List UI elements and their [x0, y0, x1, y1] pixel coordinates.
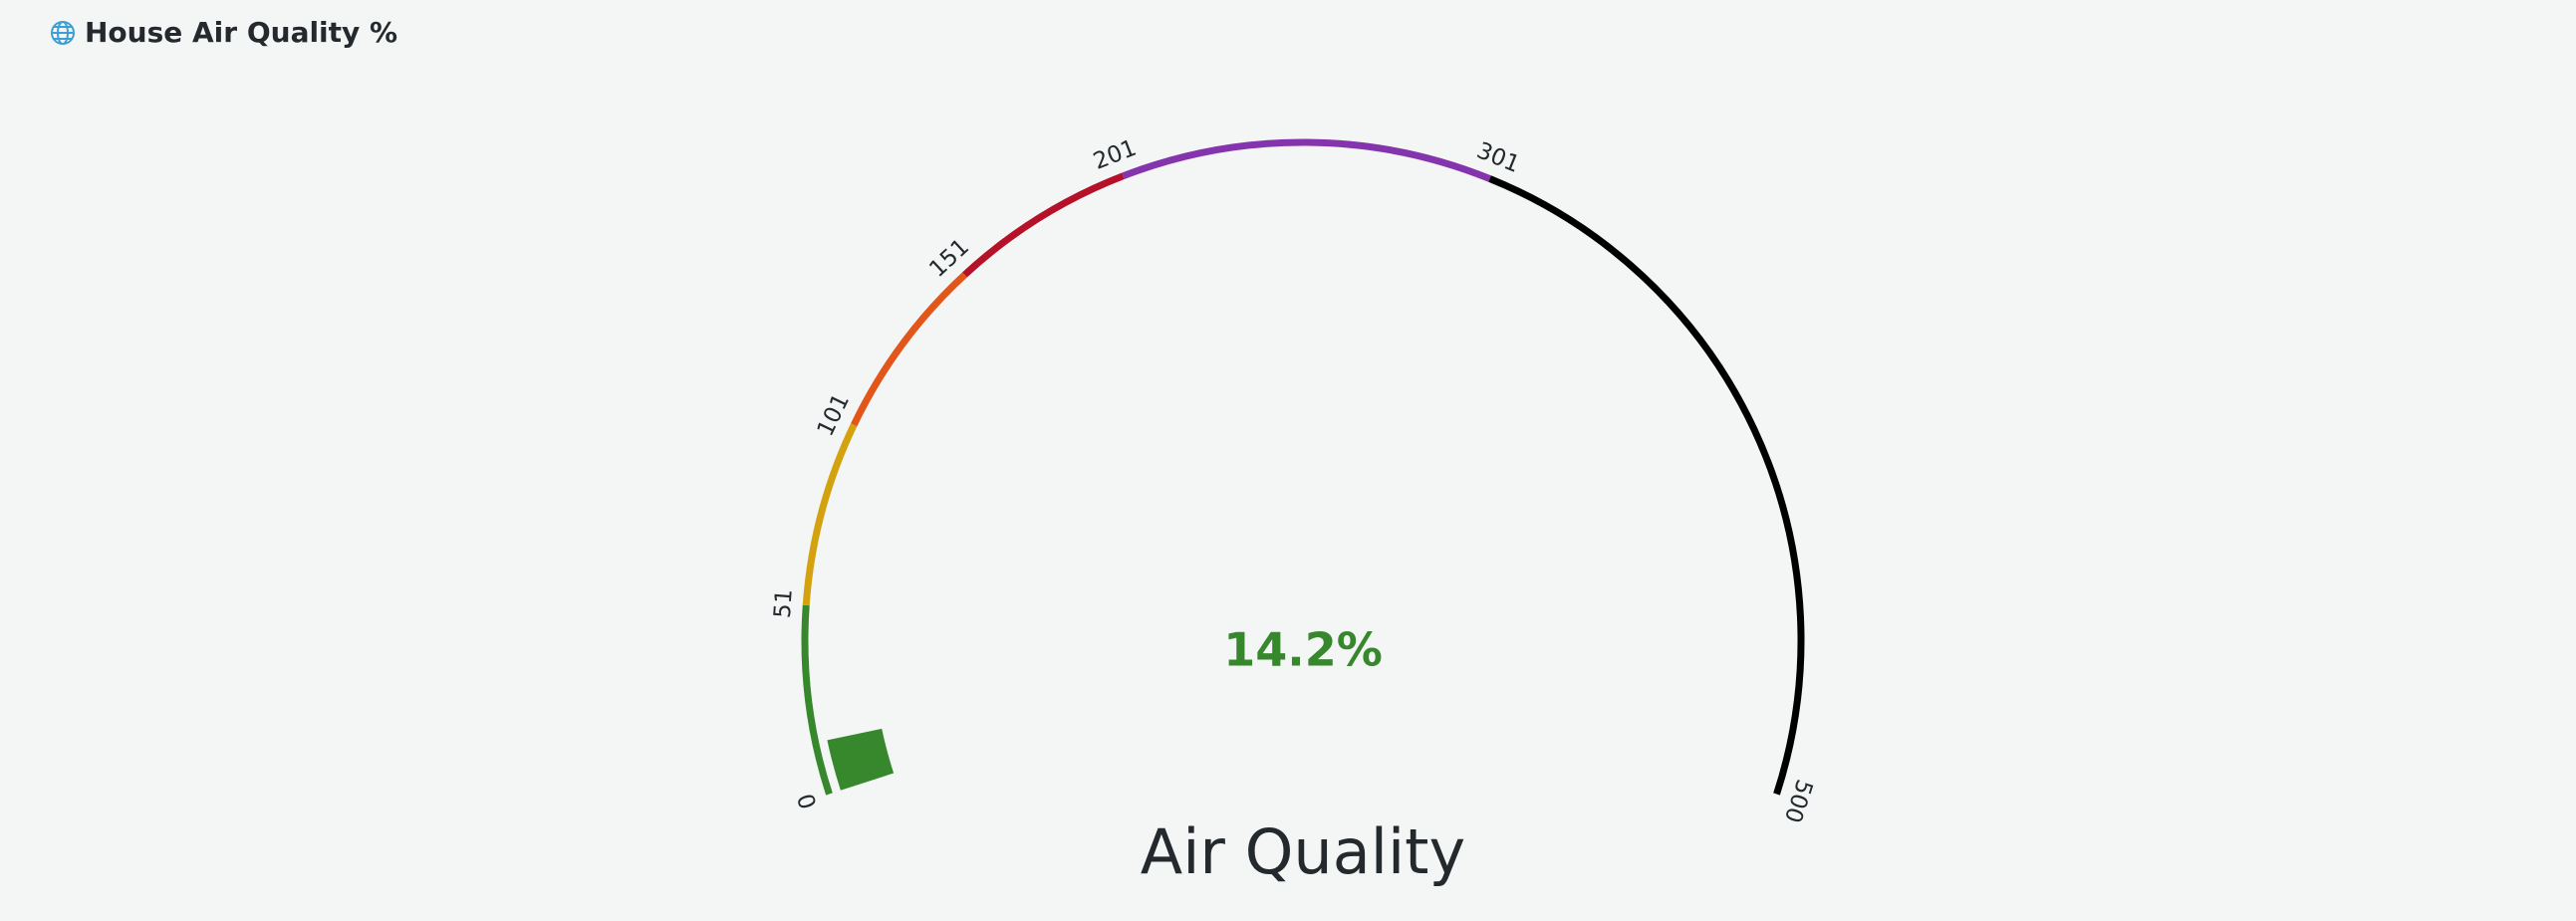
threshold-band [962, 172, 1125, 278]
globe-icon [51, 21, 75, 45]
value-label: 14.2% [1223, 623, 1383, 677]
gauge-label: Air Quality [1141, 815, 1465, 888]
threshold-band [802, 423, 858, 606]
value-bar [827, 728, 895, 791]
threshold-band [1488, 175, 1805, 796]
threshold-band [801, 604, 833, 796]
tick-label: 51 [770, 588, 798, 619]
threshold-band [851, 272, 967, 427]
panel-title: House Air Quality % [85, 16, 397, 49]
threshold-band [1122, 138, 1491, 182]
